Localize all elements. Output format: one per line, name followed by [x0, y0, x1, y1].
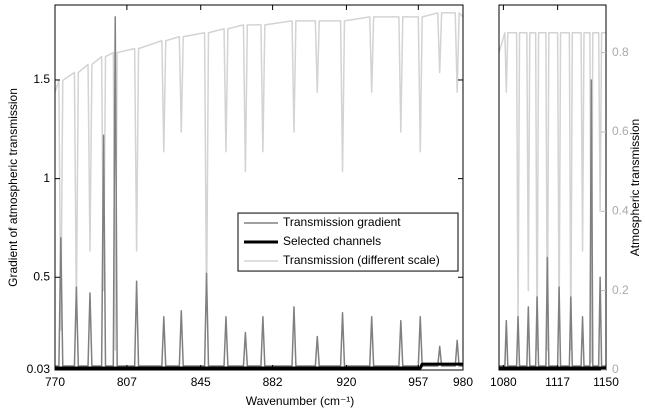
series-line — [55, 12, 463, 351]
y2-tick-label: 0 — [612, 362, 619, 376]
plot-area — [499, 32, 606, 370]
plot-frame — [54, 4, 464, 371]
y-tick-label: 1.5 — [33, 72, 50, 86]
x-tick-label: 1150 — [593, 375, 619, 389]
x-tick-label: 957 — [408, 375, 428, 389]
series-line — [499, 32, 606, 363]
x-tick-label: 980 — [453, 375, 473, 389]
x-tick-label: 845 — [191, 375, 211, 389]
x-tick-label: 1080 — [490, 375, 517, 389]
x-tick-label: 807 — [117, 375, 137, 389]
y-axis-label: Gradient of atmospheric transmission — [6, 88, 20, 287]
x-tick-label: 770 — [45, 375, 65, 389]
y2-tick-label: 0.4 — [612, 203, 629, 217]
x-tick-label: 1117 — [545, 375, 570, 389]
legend-label: Transmission gradient — [283, 215, 401, 229]
plot-area — [55, 12, 463, 370]
x-tick-label: 882 — [263, 375, 283, 389]
series-line — [55, 16, 463, 367]
y2-tick-label: 0.2 — [612, 283, 629, 297]
y2-axis-label: Atmospheric transmission — [628, 119, 642, 256]
y2-tick-label: 0.6 — [612, 124, 629, 138]
y2-tick-label: 0.8 — [612, 45, 629, 59]
series-line — [55, 362, 463, 370]
legend-label: Selected channels — [283, 234, 381, 248]
y-tick-label: 0.5 — [33, 269, 50, 283]
plot-frame — [498, 4, 607, 371]
legend-label: Transmission (different scale) — [283, 253, 440, 267]
y-tick-label: 1 — [43, 171, 50, 185]
y-tick-label: 0.03 — [27, 362, 51, 376]
x-axis-label: Wavenumber (cm⁻¹) — [246, 394, 355, 408]
series-line — [499, 79, 606, 367]
x-tick-label: 920 — [336, 375, 356, 389]
